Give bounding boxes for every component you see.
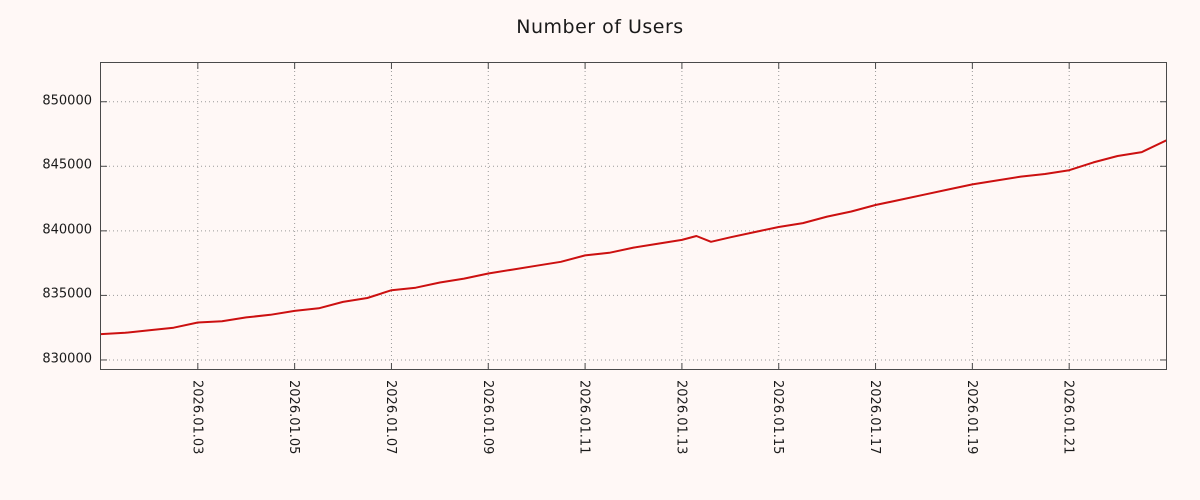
plot-canvas xyxy=(101,63,1166,369)
y-axis-tick-label: 830000 xyxy=(42,351,92,367)
y-axis-tick-label: 835000 xyxy=(42,286,92,302)
x-axis-tick-label: 2026.01.05 xyxy=(286,380,302,455)
series-line-users xyxy=(101,139,1166,336)
x-axis-tick-label: 2026.01.07 xyxy=(382,380,398,455)
x-axis-tick-label: 2026.01.03 xyxy=(189,380,205,455)
x-axis-tick-label: 2026.01.11 xyxy=(576,380,592,455)
x-axis-tick-label: 2026.01.09 xyxy=(479,380,495,455)
y-axis-tick-label: 845000 xyxy=(42,157,92,173)
x-axis-tick-label: 2026.01.17 xyxy=(867,380,883,455)
plot-area xyxy=(100,62,1167,370)
y-axis-tick-label: 850000 xyxy=(42,93,92,109)
x-axis-tick-label: 2026.01.19 xyxy=(963,380,979,455)
chart-title: Number of Users xyxy=(516,16,684,38)
x-axis-tick-label: 2026.01.21 xyxy=(1060,380,1076,455)
x-axis-tick-label: 2026.01.13 xyxy=(673,380,689,455)
y-axis-tick-label: 840000 xyxy=(42,222,92,238)
x-axis-tick-label: 2026.01.15 xyxy=(770,380,786,455)
